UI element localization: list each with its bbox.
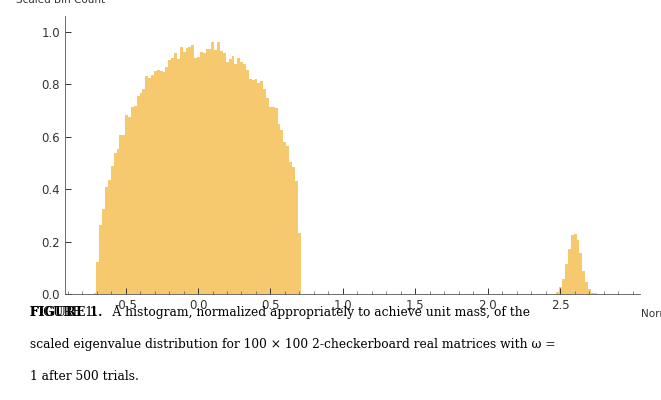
- Bar: [163, 72, 165, 294]
- Bar: [580, 253, 582, 294]
- Bar: [134, 106, 137, 294]
- Bar: [186, 48, 188, 294]
- Bar: [591, 292, 594, 294]
- Bar: [223, 53, 226, 294]
- Bar: [157, 70, 160, 294]
- Bar: [275, 108, 278, 294]
- Text: scaled eigenvalue distribution for 100 × 100 2-checkerboard real matrices with ω: scaled eigenvalue distribution for 100 ×…: [30, 338, 555, 351]
- Bar: [269, 108, 272, 294]
- Bar: [252, 80, 254, 294]
- Bar: [260, 81, 263, 294]
- Text: FIGURE 1.    A histogram, normalized appropriately to achieve unit mass, of the: FIGURE 1. A histogram, normalized approp…: [30, 306, 529, 319]
- Bar: [169, 60, 171, 294]
- Bar: [116, 149, 120, 294]
- Bar: [272, 108, 275, 294]
- Bar: [217, 42, 220, 294]
- Bar: [246, 70, 249, 294]
- Bar: [194, 58, 197, 294]
- Bar: [289, 162, 292, 294]
- Bar: [563, 279, 565, 294]
- Bar: [122, 135, 125, 294]
- Bar: [197, 57, 200, 294]
- Bar: [120, 135, 122, 294]
- Text: Normalized Eigenvalue: Normalized Eigenvalue: [641, 309, 661, 319]
- Bar: [137, 96, 139, 294]
- Bar: [128, 117, 131, 294]
- Bar: [200, 52, 203, 294]
- Bar: [571, 235, 574, 294]
- Bar: [154, 71, 157, 294]
- Bar: [588, 289, 591, 294]
- Bar: [257, 83, 260, 294]
- Bar: [131, 106, 134, 294]
- Text: Scaled Bin Count: Scaled Bin Count: [16, 0, 105, 5]
- Bar: [295, 181, 297, 294]
- Bar: [99, 226, 102, 294]
- Bar: [188, 48, 191, 294]
- Bar: [125, 115, 128, 294]
- Bar: [209, 49, 212, 294]
- Bar: [160, 70, 163, 294]
- Bar: [180, 47, 182, 294]
- Bar: [165, 67, 169, 294]
- Text: 1 after 500 trials.: 1 after 500 trials.: [30, 370, 139, 383]
- Bar: [582, 271, 585, 294]
- Bar: [139, 93, 142, 294]
- Bar: [574, 234, 576, 294]
- Bar: [171, 58, 174, 294]
- Bar: [568, 249, 571, 294]
- Bar: [565, 264, 568, 294]
- Bar: [229, 59, 231, 294]
- Bar: [286, 146, 289, 294]
- Bar: [151, 75, 154, 294]
- Bar: [214, 50, 217, 294]
- Bar: [263, 89, 266, 294]
- Bar: [108, 180, 111, 294]
- Bar: [148, 78, 151, 294]
- Bar: [594, 293, 597, 294]
- Bar: [182, 52, 186, 294]
- Bar: [254, 79, 257, 294]
- Bar: [206, 49, 209, 294]
- Bar: [203, 53, 206, 294]
- Bar: [557, 292, 559, 294]
- Bar: [235, 64, 237, 294]
- Bar: [249, 80, 252, 294]
- Bar: [243, 64, 246, 294]
- Bar: [102, 209, 105, 294]
- Bar: [292, 166, 295, 294]
- Bar: [231, 56, 235, 294]
- Bar: [220, 51, 223, 294]
- Bar: [105, 187, 108, 294]
- Bar: [226, 62, 229, 294]
- Bar: [585, 282, 588, 294]
- Bar: [278, 124, 280, 294]
- Bar: [177, 59, 180, 294]
- Bar: [145, 76, 148, 294]
- Bar: [576, 240, 580, 294]
- Bar: [97, 262, 99, 294]
- Bar: [297, 232, 301, 294]
- Bar: [191, 44, 194, 294]
- Bar: [559, 287, 563, 294]
- Bar: [280, 130, 284, 294]
- Bar: [240, 62, 243, 294]
- Bar: [284, 142, 286, 294]
- Text: F: F: [30, 306, 38, 319]
- Bar: [174, 53, 177, 294]
- Bar: [266, 98, 269, 294]
- Bar: [114, 153, 116, 294]
- Bar: [237, 58, 240, 294]
- Bar: [212, 42, 214, 294]
- Text: FIGURE 1.: FIGURE 1.: [30, 306, 102, 319]
- Bar: [142, 89, 145, 294]
- Bar: [111, 166, 114, 294]
- Bar: [94, 293, 97, 294]
